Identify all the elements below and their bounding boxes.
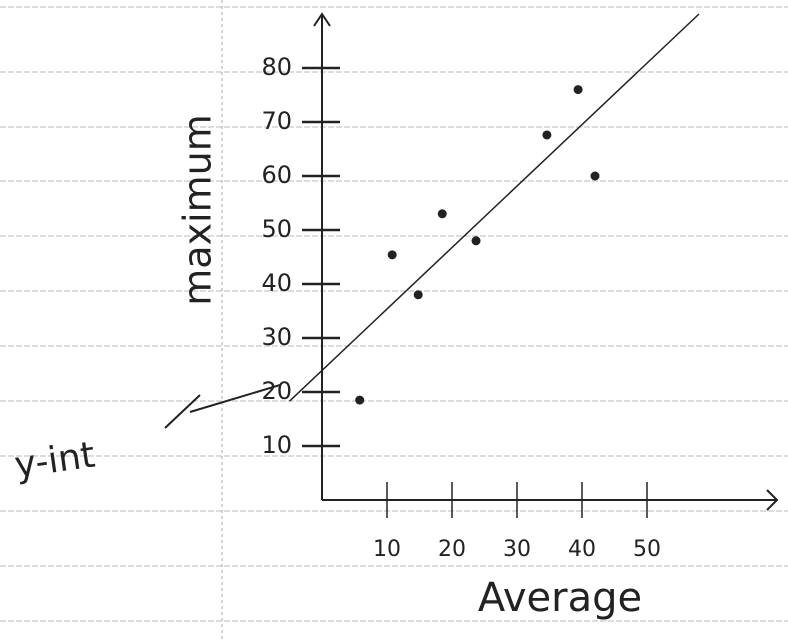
notebook-page: maximum Average y-int 10 20 30 40 50 60 70 80 10…: [0, 0, 788, 642]
x-axis: [322, 490, 777, 510]
annotation: y-int: [12, 435, 98, 487]
point: [388, 250, 397, 259]
y-tick-label: 40: [261, 269, 292, 297]
trend-line: [290, 14, 700, 401]
y-tick-label: 30: [261, 323, 292, 351]
y-tick-label: 50: [261, 215, 292, 243]
point: [591, 172, 600, 181]
x-tick-label: 20: [438, 537, 466, 562]
y-tick-label: 60: [261, 161, 292, 189]
y-tick-label: 10: [261, 431, 292, 459]
x-axis-label: Average: [478, 575, 642, 621]
x-tick-label: 30: [503, 537, 531, 562]
x-tick-label: 40: [568, 537, 596, 562]
y-tick-label: 20: [261, 377, 292, 405]
point: [355, 396, 364, 405]
y-axis-label: maximum: [176, 114, 220, 305]
y-tick-label: 80: [261, 53, 292, 81]
point: [574, 85, 583, 94]
point: [472, 236, 481, 245]
point: [438, 209, 447, 218]
point: [542, 130, 551, 139]
y-tick-label: 70: [261, 107, 292, 135]
point: [414, 290, 423, 299]
x-tick-label: 50: [633, 537, 661, 562]
y-axis: [314, 14, 330, 500]
x-tick-label: 10: [373, 537, 401, 562]
